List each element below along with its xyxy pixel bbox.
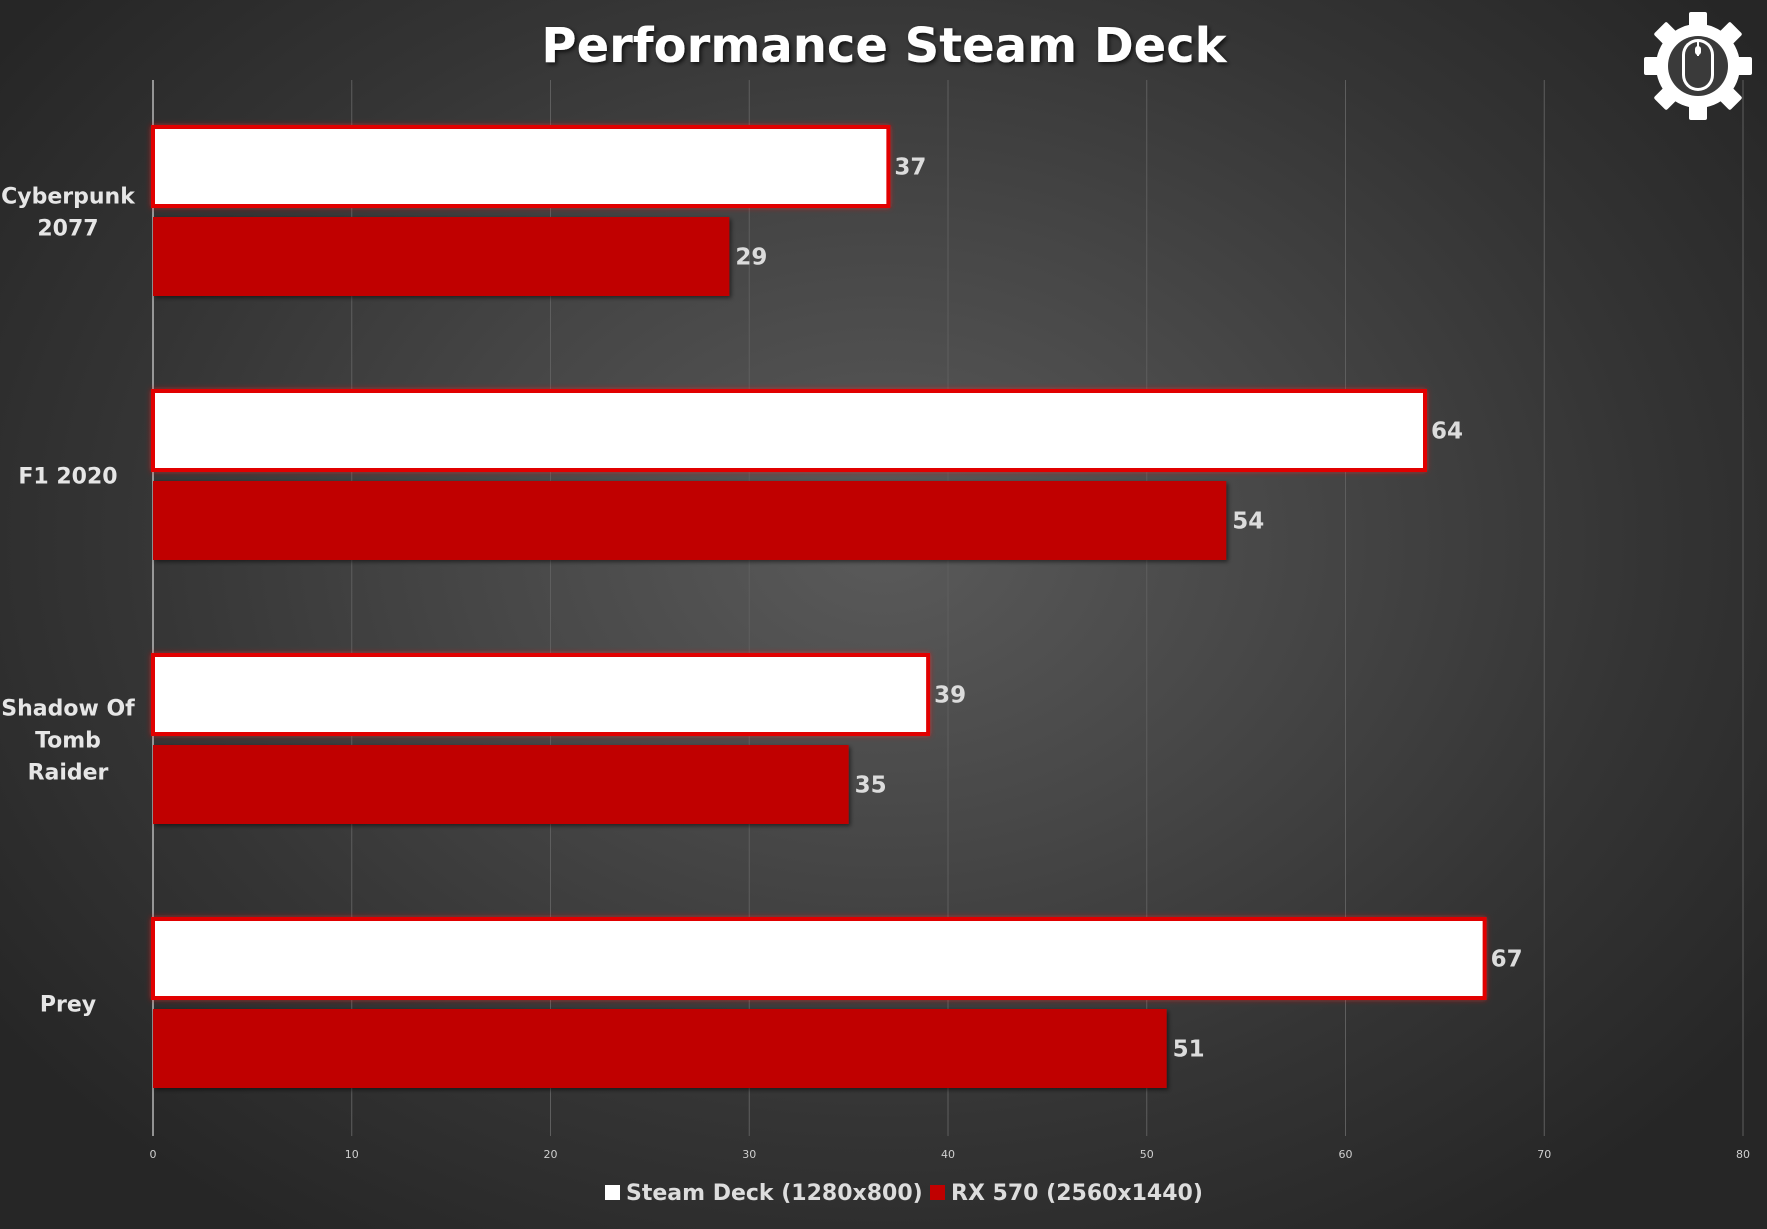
- bar-steam-deck: [151, 653, 931, 736]
- data-label: 37: [894, 155, 926, 181]
- data-label: 67: [1491, 947, 1523, 973]
- category-labels: Cyberpunk 2077 F1 2020 Shadow Of Tomb Raider P…: [1, 185, 136, 1018]
- data-label: 39: [934, 683, 966, 709]
- legend-swatch: [930, 1185, 945, 1200]
- x-tick-label: 40: [941, 1148, 955, 1161]
- x-tick-label: 30: [742, 1148, 756, 1161]
- x-tick-label: 0: [150, 1148, 157, 1161]
- legend: Steam Deck (1280x800) RX 570 (2560x1440): [605, 1181, 1203, 1206]
- x-tick-label: 50: [1140, 1148, 1154, 1161]
- data-label: 29: [735, 245, 767, 271]
- bar-rx-570: [153, 481, 1227, 560]
- category-label: Cyberpunk 2077: [1, 185, 136, 242]
- data-label: 64: [1431, 419, 1463, 445]
- bar-steam-deck: [151, 389, 1427, 472]
- data-label: 51: [1173, 1037, 1205, 1063]
- chart-title: Performance Steam Deck: [541, 18, 1227, 74]
- data-label: 35: [855, 773, 887, 799]
- legend-label: Steam Deck (1280x800): [626, 1181, 923, 1206]
- bars: 37 29 64 54 39 35 67 51: [151, 125, 1523, 1088]
- data-label: 54: [1232, 509, 1264, 535]
- category-label: Prey: [40, 993, 96, 1018]
- x-tick-label: 10: [345, 1148, 359, 1161]
- bar-rx-570: [153, 1009, 1167, 1088]
- bar-rx-570: [153, 745, 849, 824]
- category-label: Shadow Of Tomb Raider: [1, 697, 135, 786]
- category-label: F1 2020: [18, 465, 117, 490]
- bar-rx-570: [153, 217, 730, 296]
- bar-steam-deck: [151, 125, 891, 208]
- x-tick-label: 60: [1339, 1148, 1353, 1161]
- legend-label: RX 570 (2560x1440): [951, 1181, 1203, 1206]
- x-tick-label: 80: [1736, 1148, 1750, 1161]
- x-tick-label: 20: [544, 1148, 558, 1161]
- x-tick-label: 70: [1537, 1148, 1551, 1161]
- gear-with-mouse-icon: [1644, 12, 1752, 120]
- legend-swatch: [605, 1185, 620, 1200]
- bar-steam-deck: [151, 917, 1487, 1000]
